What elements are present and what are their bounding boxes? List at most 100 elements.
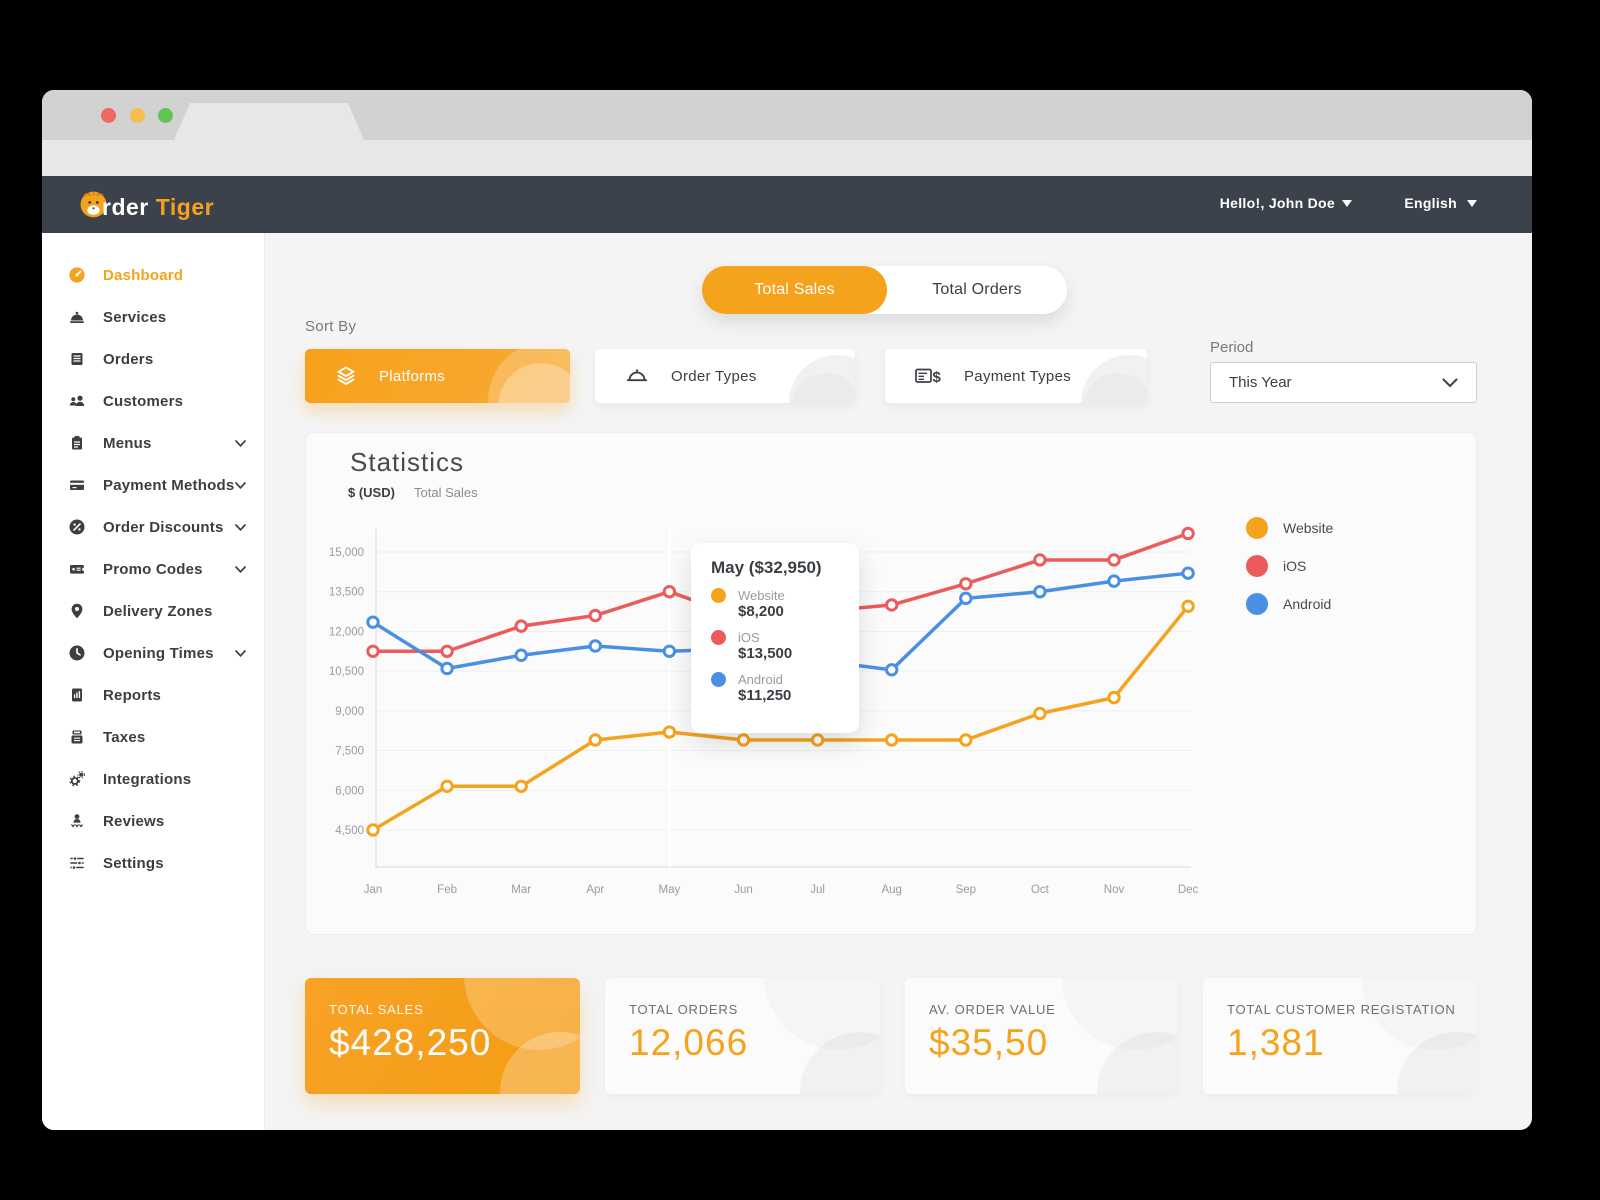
card-label: AV. ORDER VALUE [929, 1002, 1056, 1017]
tooltip-row-android: Android $11,250 [711, 672, 859, 704]
sidebar-item-integrations[interactable]: Integrations [42, 758, 264, 800]
statistics-title: Statistics [350, 447, 465, 477]
svg-text:7,500: 7,500 [335, 746, 364, 758]
svg-text:Jul: Jul [810, 884, 825, 896]
gears-icon [68, 770, 86, 788]
chevron-down-icon [1442, 378, 1458, 387]
card-value: 12,066 [629, 1022, 749, 1063]
svg-text:10,500: 10,500 [329, 666, 364, 678]
chevron-down-icon [235, 481, 246, 489]
browser-chrome [42, 90, 1532, 140]
card-label: TOTAL SALES [329, 1002, 424, 1017]
tab-total-sales[interactable]: Total Sales [702, 266, 887, 314]
tab-total-orders[interactable]: Total Orders [932, 281, 1022, 298]
legend-item-website: Website [1246, 517, 1333, 539]
total-orders-card: TOTAL ORDERS 12,066 [605, 978, 880, 1094]
statistics-panel: Statistics $ (USD) Total Sales 4,500 6,00… [305, 432, 1477, 935]
clock-icon [68, 644, 86, 662]
sidebar-item-order-discounts[interactable]: Order Discounts [42, 506, 264, 548]
ticket-icon [68, 560, 86, 578]
avg-order-value-card: AV. ORDER VALUE $35,50 [905, 978, 1177, 1094]
language-menu[interactable]: English [1404, 195, 1477, 211]
svg-text:9,000: 9,000 [335, 706, 364, 718]
order-tiger-logo[interactable]: rder Tiger [78, 189, 214, 225]
browser-address-bar[interactable] [42, 140, 1532, 176]
svg-text:Aug: Aug [881, 884, 901, 896]
legend-item-android: Android [1246, 593, 1333, 615]
total-sales-card: TOTAL SALES $428,250 [305, 978, 580, 1094]
card-value: 1,381 [1227, 1022, 1325, 1063]
filter-order-types-button[interactable]: Order Types [595, 349, 855, 403]
android-legend-dot [1246, 593, 1268, 615]
tooltip-title: May ($32,950) [711, 558, 822, 577]
caret-down-icon [1342, 199, 1352, 207]
orders-list-icon [68, 350, 86, 368]
period-label: Period [1210, 339, 1254, 356]
sidebar-item-menus[interactable]: Menus [42, 422, 264, 464]
ios-legend-dot [1246, 555, 1268, 577]
sidebar-item-opening-times[interactable]: Opening Times [42, 632, 264, 674]
minimize-window-button[interactable] [130, 108, 145, 123]
svg-text:Dec: Dec [1178, 884, 1199, 896]
credit-card-icon [68, 476, 86, 494]
svg-text:Oct: Oct [1031, 884, 1050, 896]
svg-text:Nov: Nov [1104, 884, 1125, 896]
sidebar-item-delivery-zones[interactable]: Delivery Zones [42, 590, 264, 632]
sidebar-item-orders[interactable]: Orders [42, 338, 264, 380]
android-dot [711, 672, 726, 687]
period-select[interactable]: This Year [1210, 362, 1477, 403]
sidebar-item-promo-codes[interactable]: Promo Codes [42, 548, 264, 590]
svg-text:Apr: Apr [586, 884, 604, 896]
svg-text:4,500: 4,500 [335, 825, 364, 837]
clipboard-icon [68, 434, 86, 452]
layers-icon [335, 365, 357, 387]
svg-text:12,000: 12,000 [329, 626, 364, 638]
card-value: $428,250 [329, 1022, 492, 1063]
report-doc-icon [68, 686, 86, 704]
sidebar-item-dashboard[interactable]: Dashboard [42, 254, 264, 296]
customer-registration-card: TOTAL CUSTOMER REGISTATION 1,381 [1203, 978, 1477, 1094]
sidebar-item-taxes[interactable]: Taxes [42, 716, 264, 758]
tiger-icon [78, 189, 109, 225]
close-window-button[interactable] [101, 108, 116, 123]
ios-dot [711, 630, 726, 645]
cloche-outline-icon [625, 364, 649, 388]
dashboard-gauge-icon [68, 266, 86, 284]
card-label: TOTAL CUSTOMER REGISTATION [1227, 1002, 1456, 1017]
sidebar-item-payment-methods[interactable]: Payment Methods [42, 464, 264, 506]
chart-tooltip: May ($32,950) Website $8,200 iOS $13,500 [691, 543, 859, 733]
svg-text:Sep: Sep [956, 884, 976, 896]
sales-orders-toggle: Total Sales Total Orders [702, 266, 1067, 314]
percent-badge-icon [68, 518, 86, 536]
legend-item-ios: iOS [1246, 555, 1333, 577]
chevron-down-icon [235, 565, 246, 573]
sidebar-item-services[interactable]: Services [42, 296, 264, 338]
sidebar-item-customers[interactable]: Customers [42, 380, 264, 422]
sidebar: Dashboard Services Orders Customers Menu… [42, 233, 265, 1130]
svg-text:Feb: Feb [437, 884, 457, 896]
app-header: rder Tiger Hello!, John Doe English [42, 176, 1532, 233]
sidebar-item-reports[interactable]: Reports [42, 674, 264, 716]
svg-text:15,000: 15,000 [329, 547, 364, 559]
card-value: $35,50 [929, 1022, 1049, 1063]
sales-line-chart[interactable]: 4,500 6,000 7,500 9,000 10,500 12,000 13,500 15… [306, 511, 1478, 911]
chevron-down-icon [235, 649, 246, 657]
customers-icon [68, 392, 86, 410]
svg-text:Jan: Jan [364, 884, 383, 896]
reviews-icon [68, 812, 86, 830]
sidebar-item-settings[interactable]: Settings [42, 842, 264, 884]
zoom-window-button[interactable] [158, 108, 173, 123]
sidebar-item-reviews[interactable]: Reviews [42, 800, 264, 842]
filter-platforms-button[interactable]: Platforms [305, 349, 570, 403]
tooltip-row-ios: iOS $13,500 [711, 630, 859, 662]
user-menu[interactable]: Hello!, John Doe [1220, 195, 1352, 211]
browser-window: rder Tiger Hello!, John Doe English Dashb… [42, 90, 1532, 1130]
y-axis-unit: $ (USD) [348, 485, 395, 500]
sliders-icon [68, 854, 86, 872]
chevron-down-icon [235, 523, 246, 531]
greeting-text: Hello!, John Doe [1219, 195, 1335, 211]
svg-text:6,000: 6,000 [335, 785, 364, 797]
browser-tab[interactable] [174, 103, 364, 140]
filter-payment-types-button[interactable]: $ Payment Types [885, 349, 1147, 403]
cash-register-icon [68, 728, 86, 746]
